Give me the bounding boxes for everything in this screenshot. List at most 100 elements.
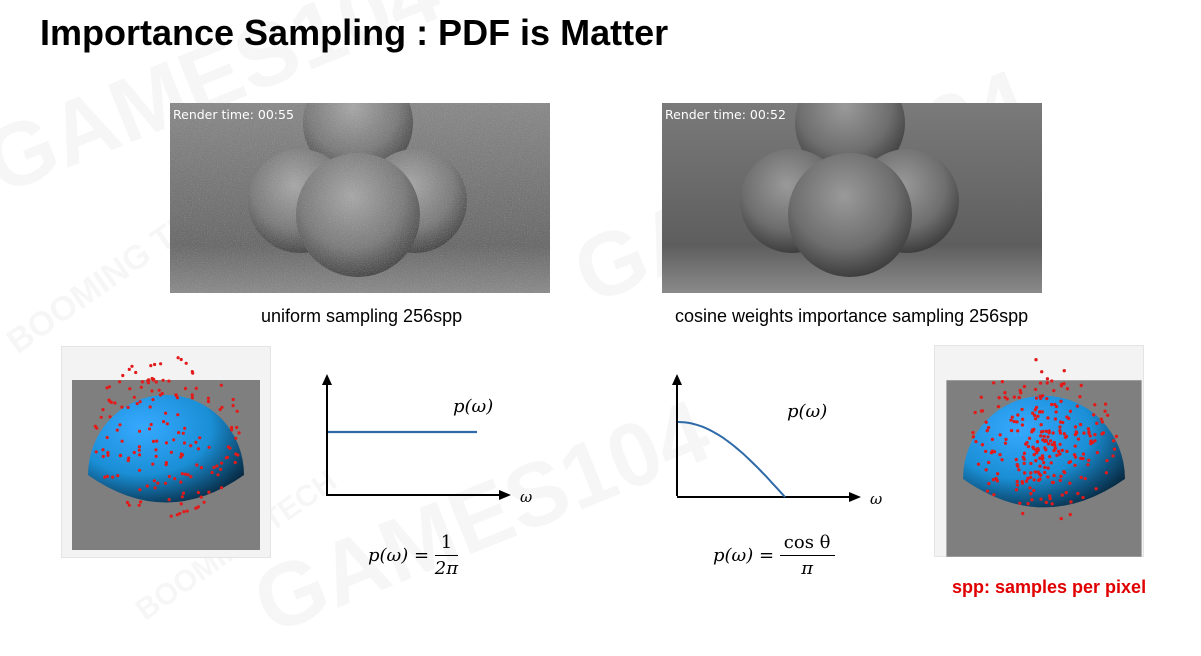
sample-dot [1088, 434, 1092, 438]
sample-dot [128, 387, 132, 391]
sample-dot [137, 448, 141, 452]
sample-dot [1062, 470, 1067, 475]
sample-dot [1059, 516, 1063, 521]
sample-dot [1062, 382, 1066, 386]
sample-dot [1076, 491, 1080, 496]
sample-dot [137, 503, 141, 507]
sample-dot [1058, 425, 1062, 429]
pdf-plot-uniform: p(ω) ω [322, 374, 532, 506]
sample-dot [1105, 458, 1109, 463]
sample-dot [220, 405, 224, 409]
sample-dot [194, 386, 198, 390]
sample-dot [167, 498, 171, 502]
sample-dot [219, 486, 224, 490]
sample-dot [1022, 451, 1027, 455]
sample-dot [105, 474, 109, 478]
sample-dot [233, 460, 237, 465]
formula-lhs: p(ω) = [713, 545, 775, 566]
sample-dot [1039, 423, 1043, 427]
sample-dot [1005, 397, 1009, 401]
sample-dot [173, 477, 177, 481]
sample-dot [219, 467, 223, 471]
sample-dot [1099, 417, 1103, 421]
sample-dot [987, 460, 991, 465]
sample-dot [230, 428, 234, 432]
sample-dot [219, 383, 223, 387]
sample-dot [995, 472, 1000, 476]
sample-dot [1052, 388, 1056, 393]
sample-dot [1033, 387, 1038, 392]
sample-dot [1060, 493, 1064, 497]
sample-dot [1095, 450, 1100, 455]
pdf-label: p(ω) [453, 396, 493, 417]
sample-dot [986, 426, 991, 430]
caption-uniform: uniform sampling 256spp [261, 306, 463, 326]
sample-dot [1052, 440, 1056, 445]
sample-dot [1093, 403, 1097, 407]
sample-dot [1073, 425, 1078, 429]
sample-dot [106, 453, 110, 457]
sample-dot [94, 450, 98, 454]
omega-axis-label: ω [520, 488, 532, 506]
sample-dot [1061, 420, 1065, 425]
sample-dot [1111, 439, 1116, 443]
sample-dot [175, 396, 180, 400]
sample-dot [1021, 455, 1025, 459]
sample-dot [1103, 409, 1107, 413]
sample-dot [107, 385, 112, 389]
sample-dot [1112, 447, 1117, 451]
sample-dot [1032, 488, 1036, 493]
sample-dot [1030, 498, 1034, 502]
sample-dot [132, 450, 136, 455]
sample-dot [139, 500, 143, 504]
sample-dot [1032, 413, 1037, 418]
sample-dot [1026, 444, 1031, 449]
sample-dot [1048, 439, 1053, 443]
sample-dot [1058, 452, 1062, 456]
sample-dot [985, 429, 989, 433]
formula-numerator: 1 [434, 532, 459, 556]
sample-dot [150, 389, 154, 393]
sample-dot [1020, 481, 1025, 485]
sample-dot [1045, 381, 1049, 385]
sample-dot [224, 456, 228, 460]
sample-dot [1033, 417, 1038, 421]
sample-dot [118, 423, 122, 427]
sample-dot [1043, 446, 1047, 450]
render-time-label: Render time: 00:55 [173, 107, 294, 122]
sample-dot [1020, 417, 1025, 421]
sample-dot [1009, 428, 1014, 433]
sample-dot [155, 439, 159, 443]
sample-dot [206, 396, 210, 400]
sample-dot [195, 463, 199, 467]
sample-dot [1046, 416, 1050, 420]
sample-dot [971, 435, 976, 439]
sample-dot [1058, 442, 1062, 447]
sample-dot [1062, 432, 1067, 436]
sample-dot [235, 425, 239, 430]
sample-dot [1034, 396, 1039, 400]
sample-dot [140, 380, 144, 384]
sample-dot [991, 381, 996, 385]
caption-importance: cosine weights importance sampling 256sp… [675, 306, 1029, 326]
sample-dot [1044, 429, 1048, 433]
sample-dot [976, 462, 981, 466]
sample-dot [1026, 476, 1030, 481]
sample-dot [1078, 422, 1083, 427]
sample-dot [138, 429, 142, 433]
sample-dot [194, 440, 198, 444]
sample-dot [1040, 454, 1045, 458]
sample-dot [137, 445, 141, 449]
sample-dot [116, 474, 120, 478]
sample-dot [1065, 387, 1070, 391]
sample-dot [1079, 456, 1083, 461]
sample-dot [1091, 413, 1096, 417]
sample-dot [1093, 439, 1097, 443]
hemisphere-samples-uniform [72, 356, 260, 550]
sample-dot [230, 425, 234, 430]
sample-dot [1003, 441, 1008, 445]
sample-dot [207, 490, 211, 494]
sample-dot [172, 438, 176, 442]
sample-dot [1082, 431, 1086, 435]
sample-dot [1042, 461, 1046, 465]
